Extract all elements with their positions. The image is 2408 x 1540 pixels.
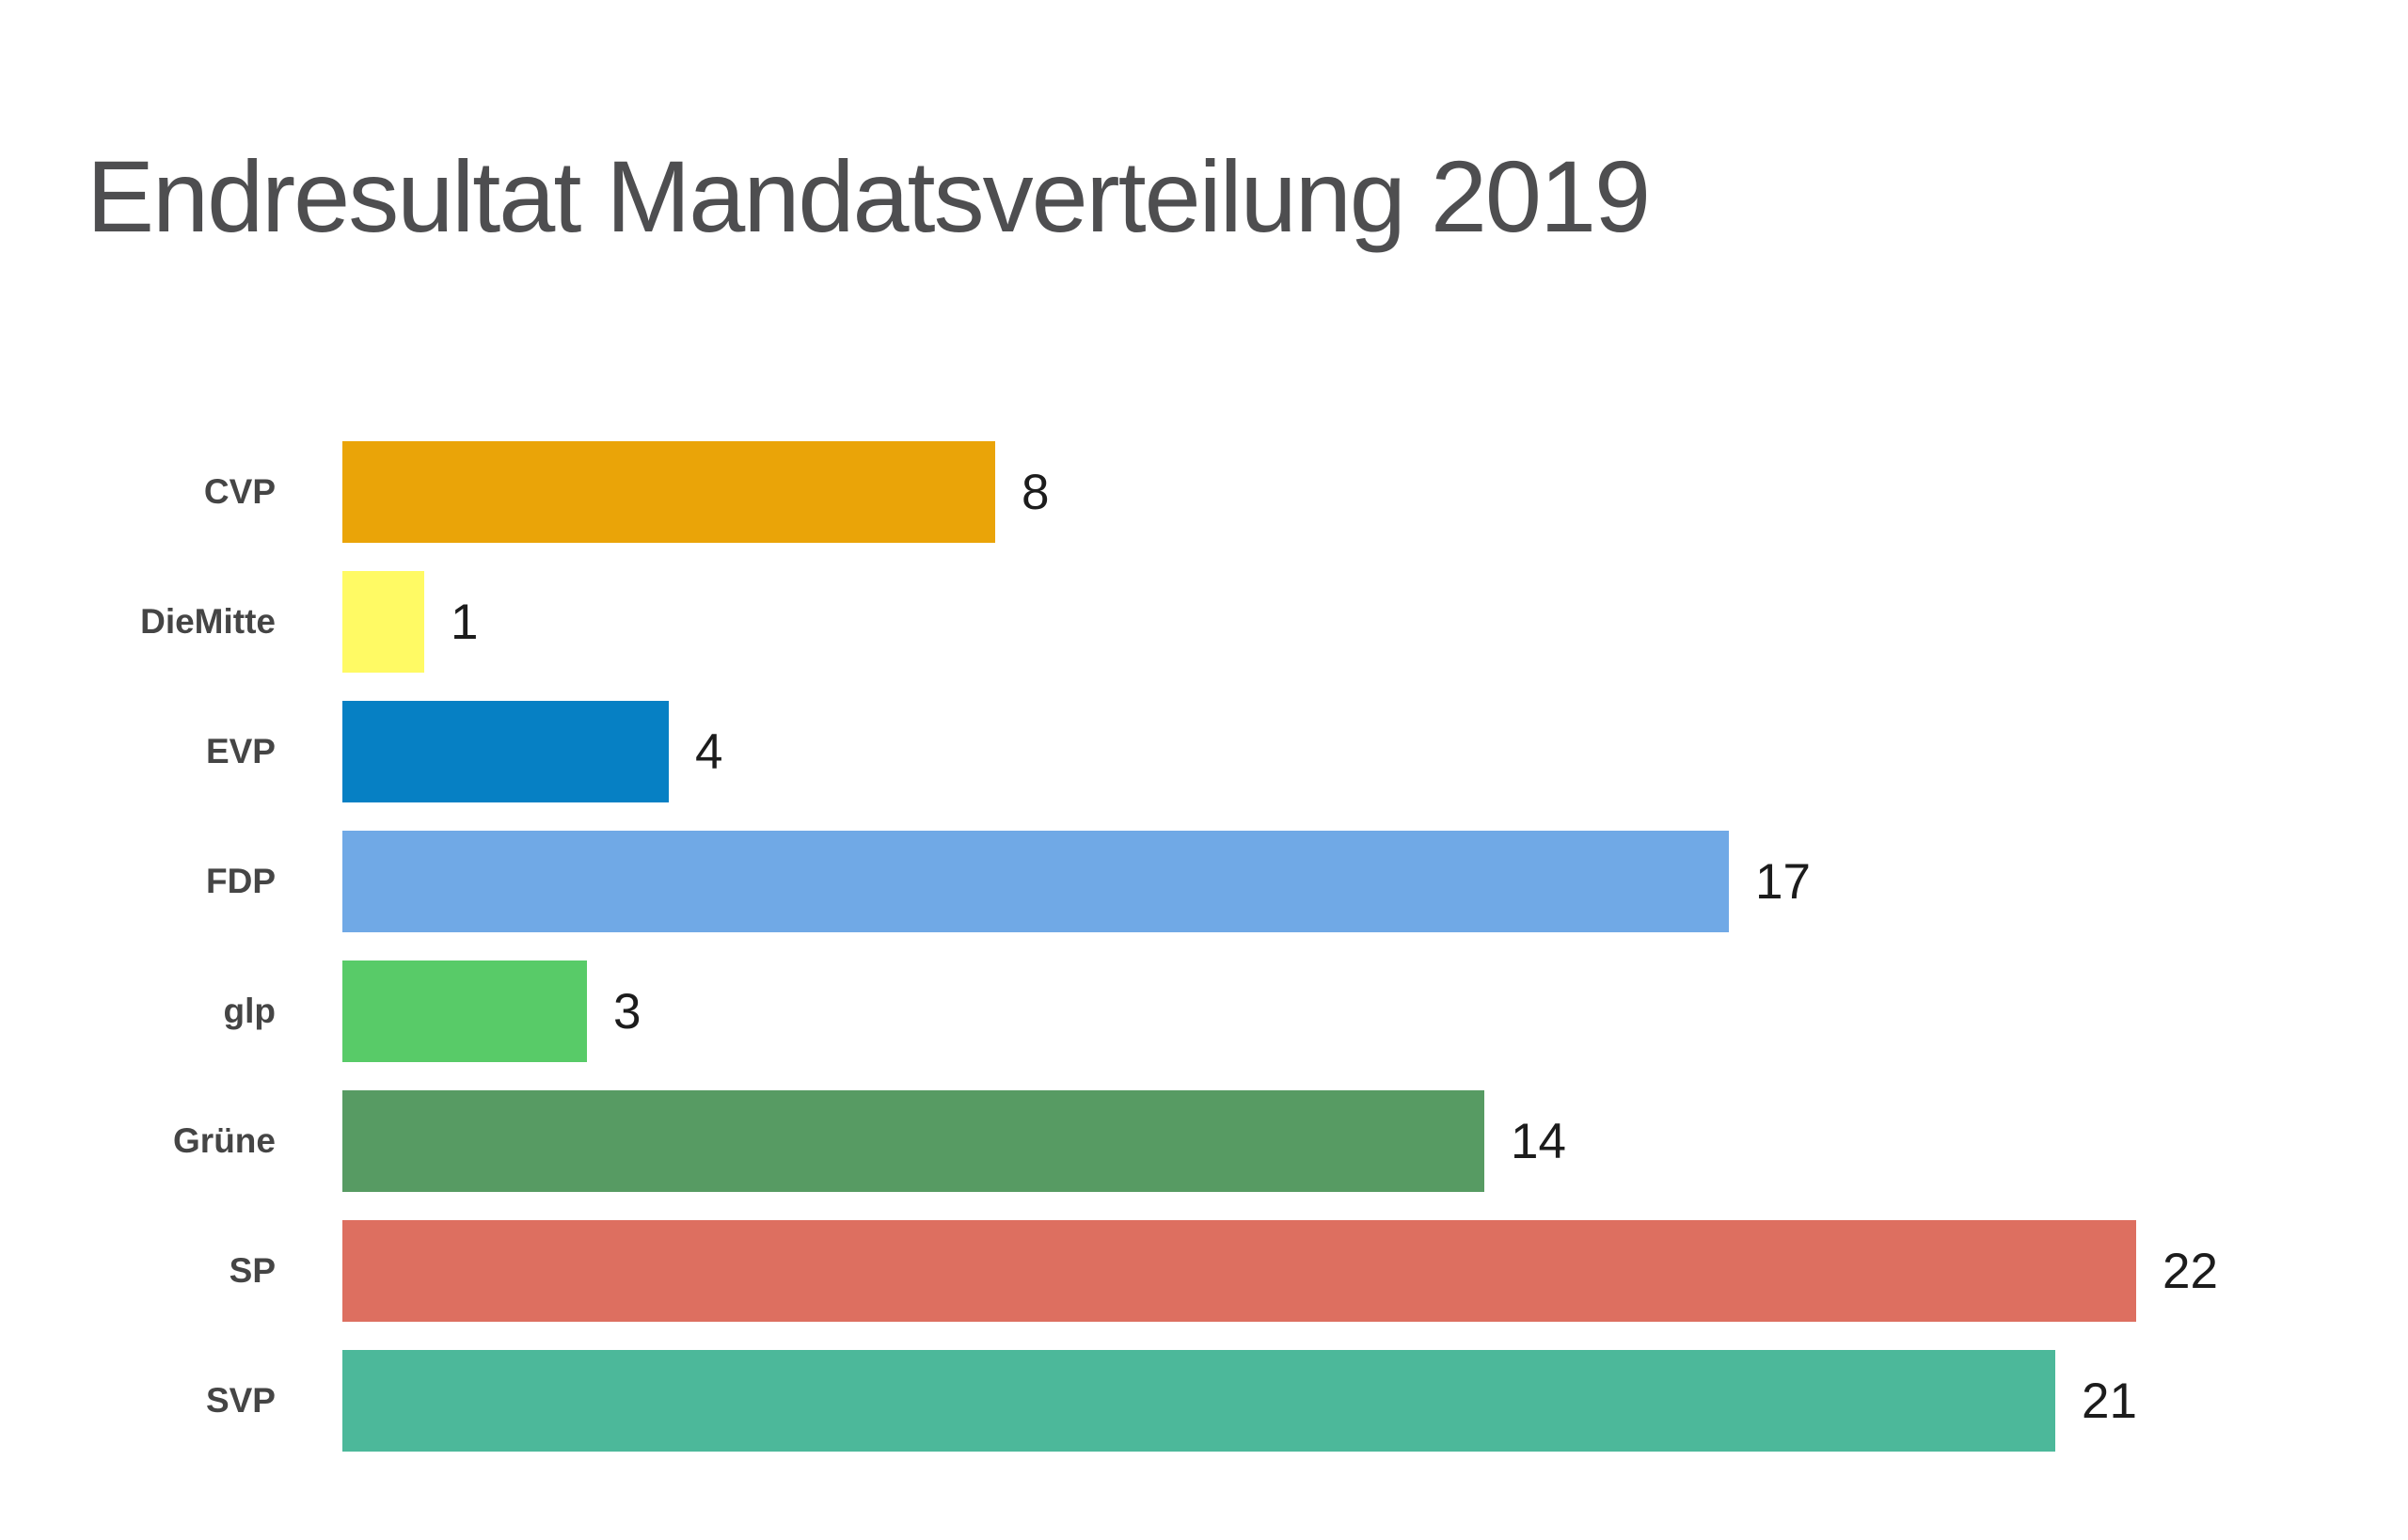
chart-row: EVP 4 bbox=[0, 701, 2408, 802]
value-label: 1 bbox=[451, 594, 479, 650]
chart-bar bbox=[342, 441, 995, 543]
chart-title: Endresultat Mandatsverteilung 2019 bbox=[87, 139, 1651, 253]
category-label: SP bbox=[229, 1251, 276, 1290]
value-label: 3 bbox=[613, 983, 642, 1040]
chart-row: SP 22 bbox=[0, 1220, 2408, 1322]
category-label: DieMitte bbox=[140, 602, 276, 641]
chart-row: DieMitte 1 bbox=[0, 571, 2408, 673]
category-label: CVP bbox=[203, 472, 276, 511]
chart-row: CVP 8 bbox=[0, 441, 2408, 543]
chart-row: glp 3 bbox=[0, 961, 2408, 1062]
chart-bar bbox=[342, 1090, 1484, 1192]
category-label: FDP bbox=[206, 862, 276, 900]
category-label: glp bbox=[223, 992, 276, 1030]
value-label: 4 bbox=[695, 723, 723, 780]
chart-bar bbox=[342, 1220, 2136, 1322]
value-label: 14 bbox=[1511, 1113, 1566, 1169]
chart-bar bbox=[342, 961, 587, 1062]
bar-chart: CVP 8 DieMitte 1 EVP 4 FDP 17 glp 3 Grüne 14 SP 22 SVP… bbox=[0, 441, 2408, 1452]
chart-bar bbox=[342, 571, 424, 673]
chart-bar bbox=[342, 1350, 2055, 1452]
category-label: EVP bbox=[205, 732, 276, 770]
value-label: 17 bbox=[1755, 853, 1811, 910]
value-label: 22 bbox=[2162, 1243, 2218, 1299]
category-label: SVP bbox=[205, 1381, 276, 1420]
chart-bar bbox=[342, 701, 669, 802]
value-label: 21 bbox=[2082, 1373, 2137, 1429]
category-label: Grüne bbox=[173, 1121, 276, 1160]
chart-row: Grüne 14 bbox=[0, 1090, 2408, 1192]
chart-row: FDP 17 bbox=[0, 831, 2408, 932]
chart-row: SVP 21 bbox=[0, 1350, 2408, 1452]
value-label: 8 bbox=[1022, 464, 1050, 520]
chart-bar bbox=[342, 831, 1729, 932]
